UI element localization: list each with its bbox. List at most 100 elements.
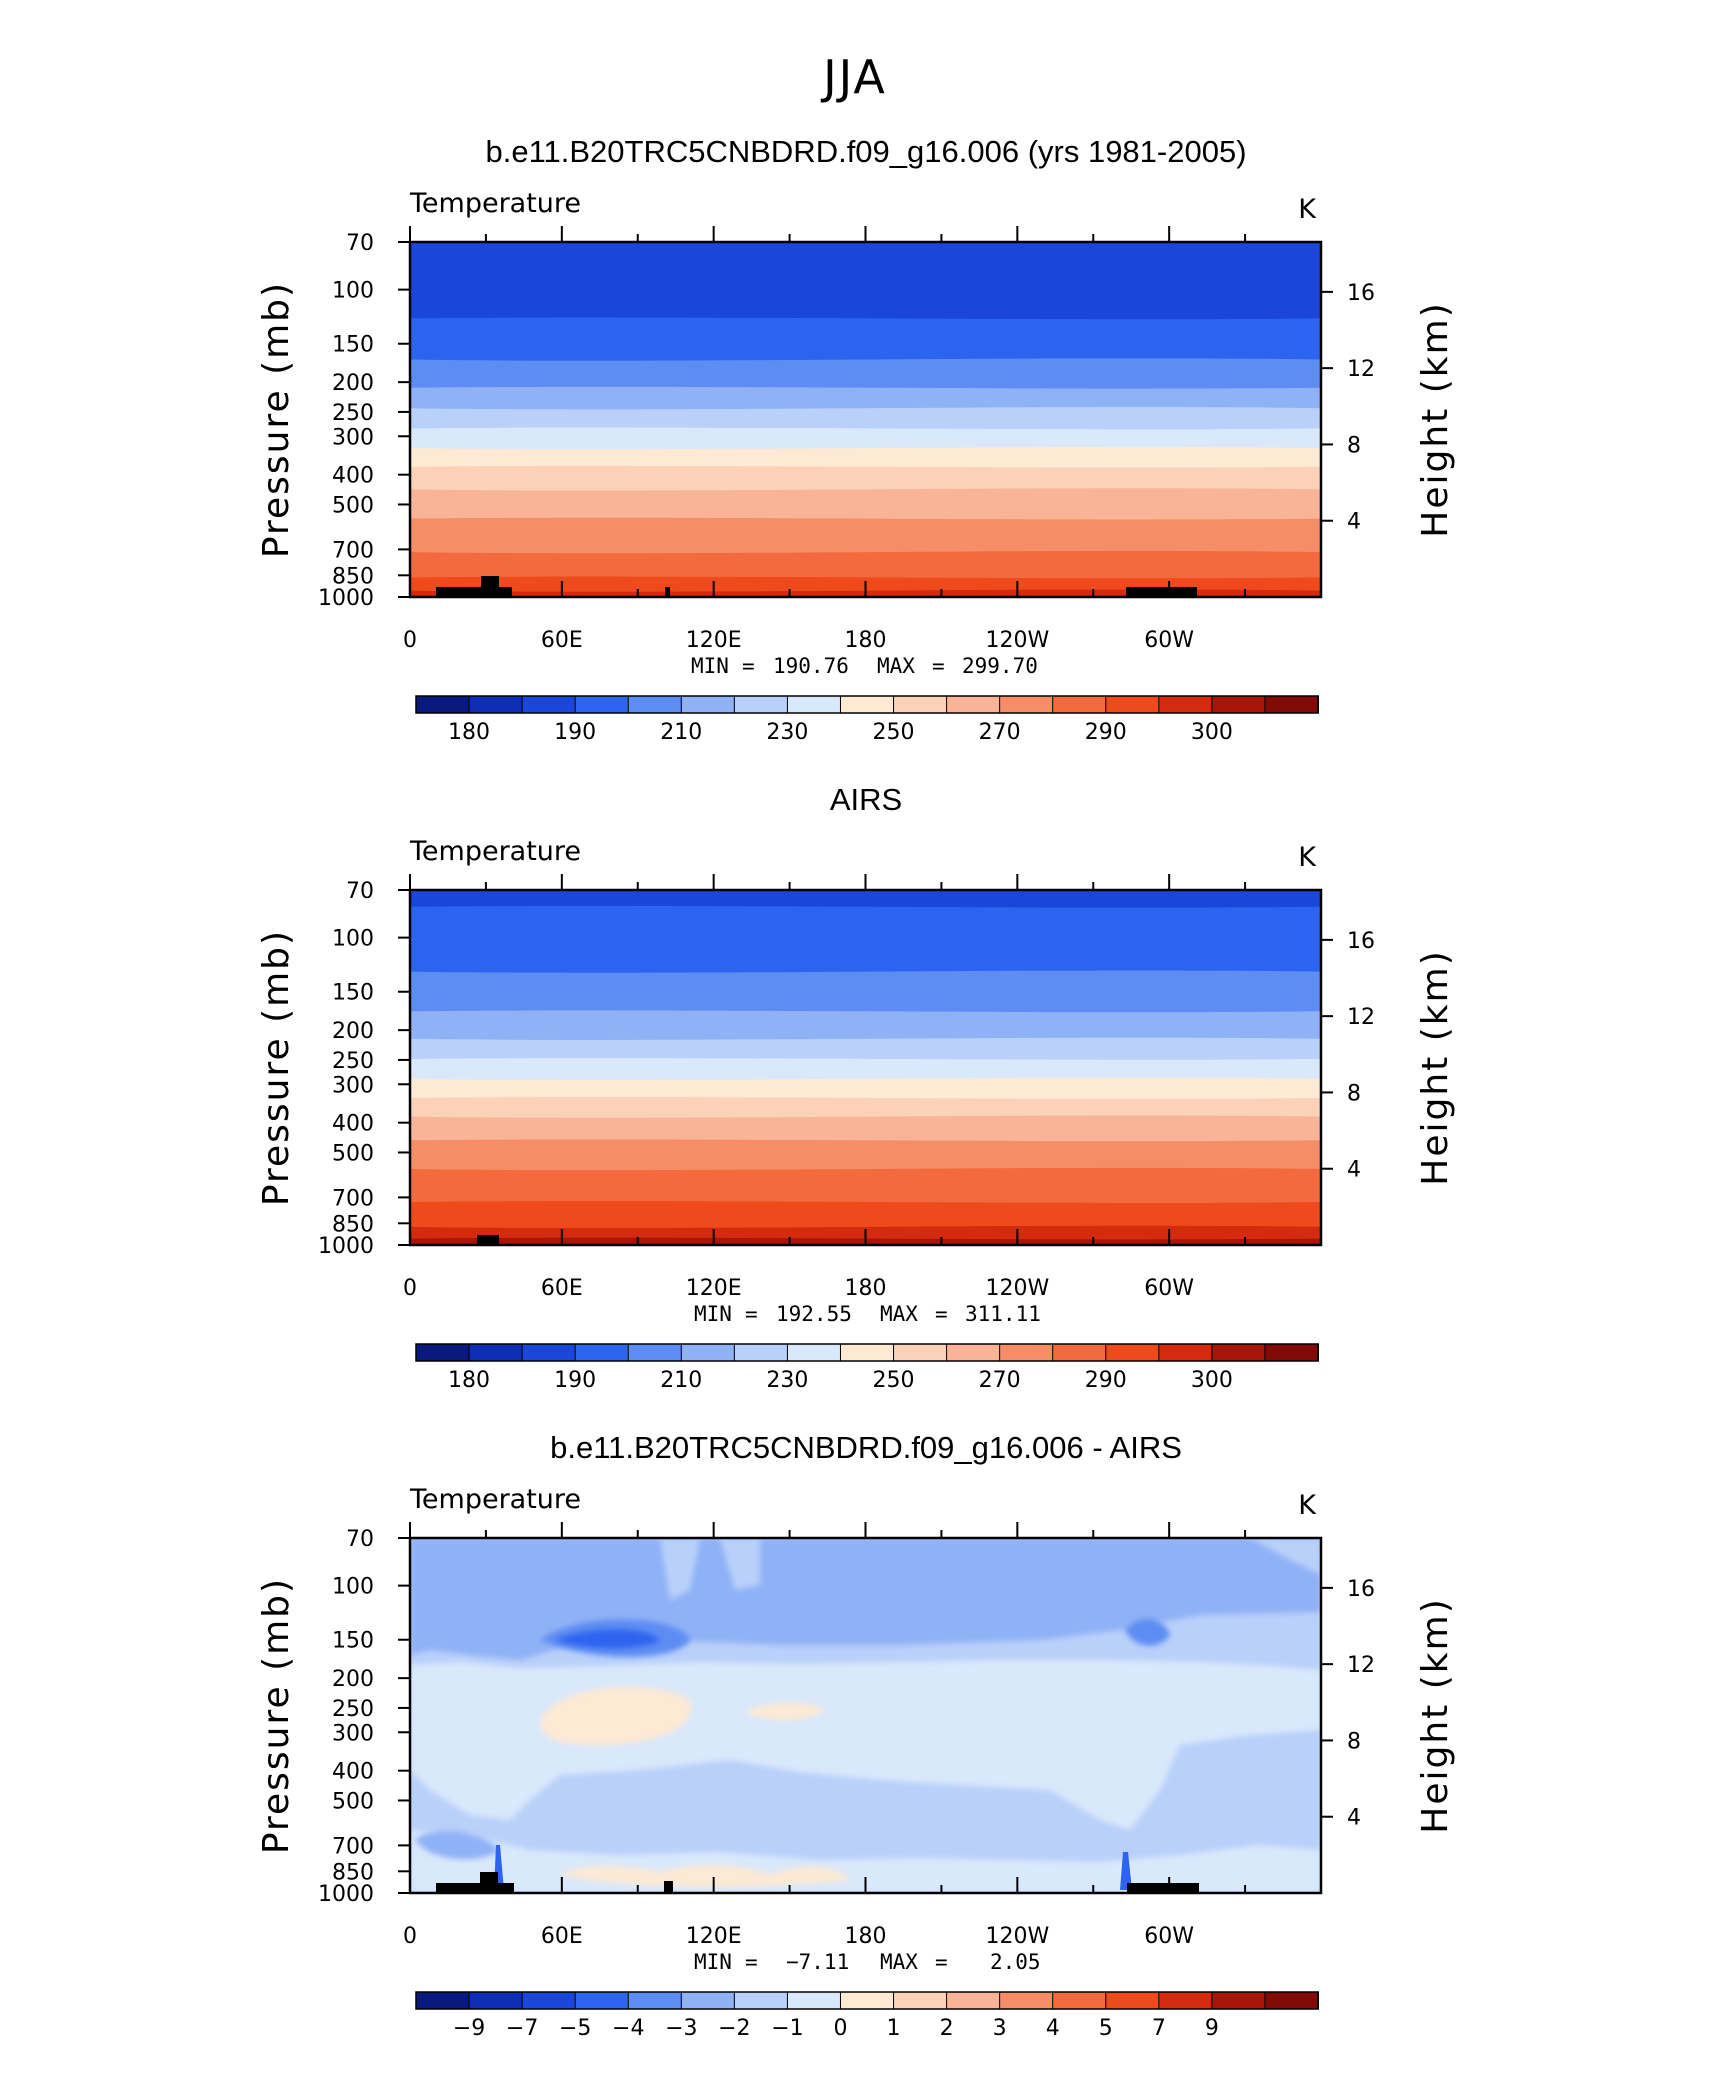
y-tick-label: 400 [332, 464, 374, 489]
colorbar-label: −1 [771, 2016, 803, 2041]
temperature-band [410, 517, 1321, 555]
colorbar-swatch [893, 1343, 948, 1362]
panel-1-min-value: 190.76 [773, 654, 849, 678]
colorbar-swatch [893, 1991, 948, 2010]
panel-1-title: b.e11.B20TRC5CNBDRD.f09_g16.006 (yrs 198… [485, 134, 1246, 169]
colorbar-swatch [415, 695, 471, 714]
diff-warm-patch-west [540, 1686, 692, 1745]
diff-lower-warm-strip [560, 1864, 850, 1887]
temperature-band [410, 1201, 1321, 1229]
y-tick-label: 70 [346, 1527, 374, 1552]
panel-1-min-eq: = [742, 654, 755, 678]
colorbar-swatch [680, 1343, 736, 1362]
panel-2-max-label: MAX [880, 1302, 918, 1326]
colorbar-swatch [1211, 1343, 1266, 1362]
y2-tick-label: 16 [1347, 1577, 1375, 1602]
colorbar-swatch [733, 695, 789, 714]
panel-2-max-value: 311.11 [965, 1302, 1041, 1326]
colorbar-swatch [1158, 695, 1213, 714]
x-tick-label: 60W [1144, 1276, 1194, 1301]
temperature-band [410, 488, 1321, 521]
panel-3-title: b.e11.B20TRC5CNBDRD.f09_g16.006 - AIRS [550, 1430, 1182, 1465]
y-tick-label: 200 [332, 1667, 374, 1692]
y-tick-label: 1000 [318, 1882, 374, 1907]
panel-2: AIRS Temperature K 0 60E 120E 180 120W 60W 70 1… [256, 782, 1456, 1393]
panel-2-topography [477, 1235, 499, 1245]
y-tick-label: 100 [332, 279, 374, 304]
y-tick-label: 150 [332, 333, 374, 358]
colorbar-swatch [1211, 695, 1266, 714]
temperature-band [410, 242, 1321, 321]
y-tick-label: 250 [332, 401, 374, 426]
colorbar-label: 230 [766, 720, 808, 745]
panel-1-units-label: K [1298, 194, 1317, 225]
colorbar-swatch [893, 695, 948, 714]
colorbar-swatch [839, 695, 895, 714]
colorbar-swatch [574, 695, 630, 714]
colorbar-swatch [627, 1343, 683, 1362]
y2-axis-title: Height (km) [1415, 949, 1456, 1185]
panel-1-max-eq: = [932, 654, 945, 678]
colorbar-swatch [1105, 695, 1160, 714]
colorbar-label: 270 [979, 720, 1021, 745]
colorbar-label: 300 [1191, 1368, 1233, 1393]
x-tick-label: 180 [845, 628, 887, 653]
colorbar-swatch [733, 1991, 789, 2010]
panel-1-colorbar: 180 190 210 230 250 270 290 300 [415, 695, 1319, 745]
colorbar-frame [415, 1991, 1319, 2010]
y-tick-label: 250 [332, 1697, 374, 1722]
colorbar-swatch [999, 1991, 1054, 2010]
y2-tick-label: 4 [1347, 1806, 1361, 1831]
x-tick-label: 120E [686, 1276, 742, 1301]
colorbar-label: 300 [1191, 720, 1233, 745]
y2-tick-label: 16 [1347, 929, 1375, 954]
colorbar-label: 180 [448, 1368, 490, 1393]
topo-andes [1127, 1883, 1199, 1893]
colorbar-label: 9 [1205, 2016, 1219, 2041]
colorbar-label: 230 [766, 1368, 808, 1393]
y2-tick-label: 16 [1347, 281, 1375, 306]
colorbar-swatch [1158, 1343, 1213, 1362]
diff-upper-cold-notch [660, 1538, 1321, 1600]
diff-cold-core-inner [555, 1629, 660, 1649]
panel-1-max-label: MAX [877, 654, 915, 678]
colorbar-label: 210 [660, 720, 702, 745]
colorbar-label: 5 [1099, 2016, 1113, 2041]
colorbar-swatch [521, 1343, 577, 1362]
y-tick-label: 70 [346, 231, 374, 256]
y-tick-label: 850 [332, 1212, 374, 1237]
colorbar-label: 210 [660, 1368, 702, 1393]
temperature-band [410, 358, 1321, 390]
topo-tibet [665, 587, 670, 597]
panel-2-max-eq: = [935, 1302, 948, 1326]
colorbar-swatch [1158, 1991, 1213, 2010]
y-tick-label: 100 [332, 927, 374, 952]
temperature-band [410, 1010, 1321, 1041]
panel-1-max-value: 299.70 [962, 654, 1038, 678]
colorbar-swatch [1052, 1991, 1107, 2010]
colorbar-label: 2 [940, 2016, 954, 2041]
panel-3-max-label: MAX [880, 1950, 918, 1974]
y-tick-label: 500 [332, 1141, 374, 1166]
colorbar-swatch [786, 1343, 842, 1362]
colorbar-label: 270 [979, 1368, 1021, 1393]
colorbar-frame [415, 1343, 1319, 1362]
y-tick-label: 200 [332, 371, 374, 396]
y-tick-label: 300 [332, 1721, 374, 1746]
topo-east-africa [477, 1235, 499, 1245]
x-tick-label: 120E [686, 628, 742, 653]
colorbar-swatch [521, 695, 577, 714]
topo-east-africa-highland [480, 1872, 498, 1893]
colorbar-swatch [680, 1991, 736, 2010]
panel-3-min-label: MIN [694, 1950, 732, 1974]
x-tick-label: 180 [845, 1924, 887, 1949]
y-tick-label: 700 [332, 1186, 374, 1211]
temperature-band [410, 970, 1321, 1014]
colorbar-label: −3 [665, 2016, 697, 2041]
colorbar-label: 190 [554, 1368, 596, 1393]
panel-2-title: AIRS [830, 782, 902, 817]
temperature-band [410, 1097, 1321, 1119]
y-tick-label: 70 [346, 879, 374, 904]
colorbar-swatch [786, 1991, 842, 2010]
